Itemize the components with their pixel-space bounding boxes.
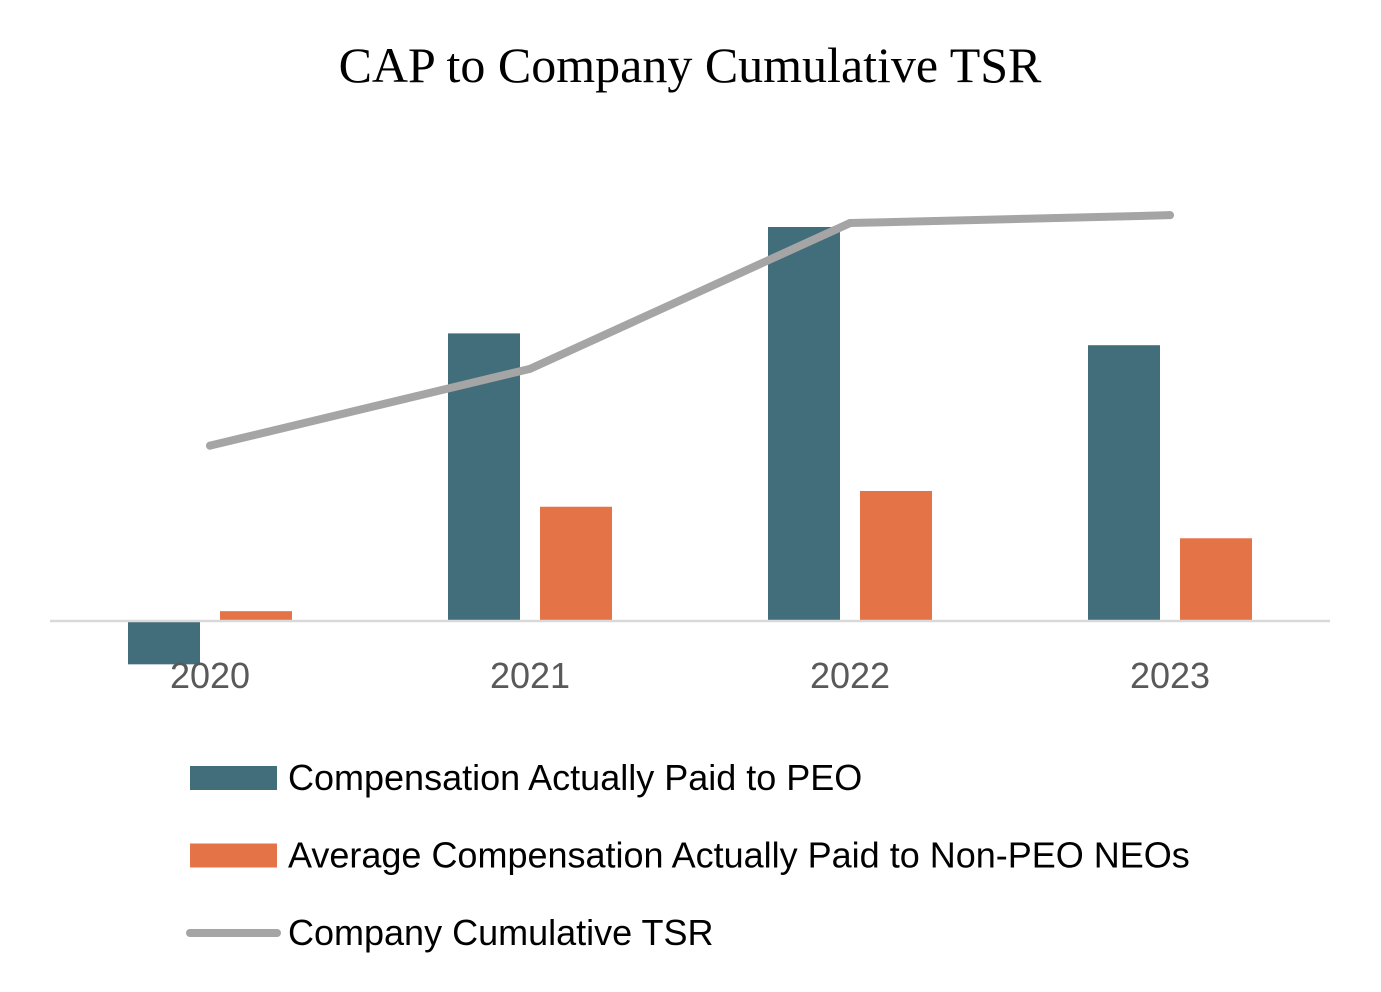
x-tick-label-2020: 2020 <box>170 655 250 696</box>
bar-series1-2020 <box>128 621 200 665</box>
x-tick-label-2022: 2022 <box>810 655 890 696</box>
x-tick-label-2023: 2023 <box>1130 655 1210 696</box>
line-point-2022 <box>846 219 854 228</box>
line-point-2023 <box>1166 211 1174 220</box>
bar-series1-2023 <box>1088 345 1160 621</box>
legend: Compensation Actually Paid to PEO Average… <box>186 757 1190 953</box>
plot-area: 2020 2021 2022 2023 <box>50 211 1330 696</box>
legend-swatch-1 <box>190 766 277 790</box>
legend-swatch-2 <box>190 843 277 868</box>
chart-title: CAP to Company Cumulative TSR <box>339 37 1042 93</box>
legend-label-1: Compensation Actually Paid to PEO <box>288 757 862 798</box>
bar-series2-2022 <box>860 490 932 621</box>
line-point-2020 <box>206 441 214 450</box>
bar-series2-2021 <box>540 506 612 621</box>
legend-label-3: Company Cumulative TSR <box>288 912 714 953</box>
legend-label-2: Average Compensation Actually Paid to No… <box>288 835 1190 876</box>
line-series-tsr <box>206 211 1174 450</box>
bar-series2-2023 <box>1180 538 1252 621</box>
line-point-2021 <box>526 364 534 373</box>
x-tick-label-2021: 2021 <box>490 655 570 696</box>
bar-series2-2020 <box>220 611 292 621</box>
bar-series1-2022 <box>768 227 840 621</box>
